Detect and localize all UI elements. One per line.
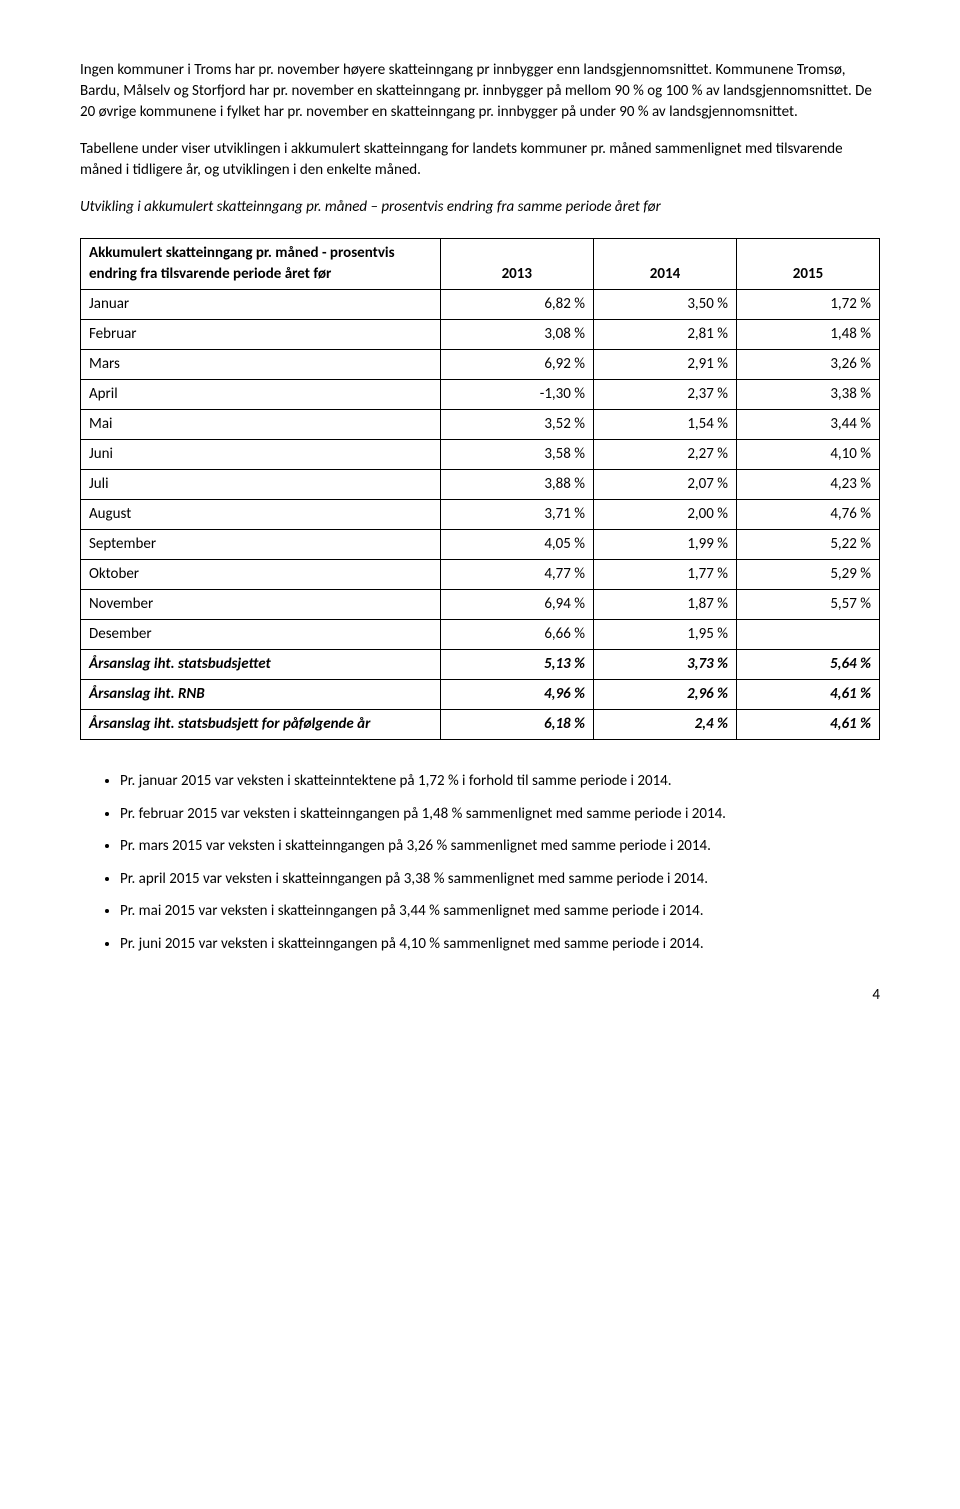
table-row: April-1,30 %2,37 %3,38 % (81, 380, 880, 410)
table-row: August3,71 %2,00 %4,76 % (81, 500, 880, 530)
cell-value: 3,26 % (736, 350, 879, 380)
table-header-label: Akkumulert skatteinngang pr. måned - pro… (81, 239, 441, 290)
cell-value: 4,77 % (440, 560, 593, 590)
skatteinngang-table: Akkumulert skatteinngang pr. måned - pro… (80, 238, 880, 740)
cell-value: 5,57 % (736, 590, 879, 620)
cell-value: 5,64 % (736, 650, 879, 680)
row-label: April (81, 380, 441, 410)
cell-value: 4,61 % (736, 710, 879, 740)
cell-value: 5,29 % (736, 560, 879, 590)
cell-value: 2,00 % (594, 500, 737, 530)
row-label: Januar (81, 290, 441, 320)
cell-value: 4,23 % (736, 470, 879, 500)
table-row-bold: Årsanslag iht. RNB4,96 %2,96 %4,61 % (81, 680, 880, 710)
table-body: Januar6,82 %3,50 %1,72 %Februar3,08 %2,8… (81, 290, 880, 740)
cell-value: 3,50 % (594, 290, 737, 320)
cell-value: 1,48 % (736, 320, 879, 350)
table-row: September4,05 %1,99 %5,22 % (81, 530, 880, 560)
table-header-year-2015: 2015 (736, 239, 879, 290)
cell-value: 2,27 % (594, 440, 737, 470)
row-label: Årsanslag iht. statsbudsjett for påfølge… (81, 710, 441, 740)
section-heading: Utvikling i akkumulert skatteinngang pr.… (80, 197, 880, 218)
cell-value (736, 620, 879, 650)
cell-value: 6,82 % (440, 290, 593, 320)
table-row: Juni3,58 %2,27 %4,10 % (81, 440, 880, 470)
table-row: Februar3,08 %2,81 %1,48 % (81, 320, 880, 350)
list-item: Pr. juni 2015 var veksten i skatteinngan… (120, 933, 880, 956)
cell-value: 4,05 % (440, 530, 593, 560)
table-row: Juli3,88 %2,07 %4,23 % (81, 470, 880, 500)
cell-value: 4,10 % (736, 440, 879, 470)
cell-value: 5,13 % (440, 650, 593, 680)
list-item: Pr. februar 2015 var veksten i skatteinn… (120, 803, 880, 826)
row-label: Juni (81, 440, 441, 470)
cell-value: 1,95 % (594, 620, 737, 650)
list-item: Pr. januar 2015 var veksten i skatteinnt… (120, 770, 880, 793)
row-label: September (81, 530, 441, 560)
cell-value: 6,66 % (440, 620, 593, 650)
cell-value: 2,91 % (594, 350, 737, 380)
row-label: Juli (81, 470, 441, 500)
cell-value: 6,92 % (440, 350, 593, 380)
paragraph-2: Tabellene under viser utviklingen i akku… (80, 139, 880, 181)
bullet-list: Pr. januar 2015 var veksten i skatteinnt… (80, 770, 880, 955)
row-label: August (81, 500, 441, 530)
table-header-year-2013: 2013 (440, 239, 593, 290)
cell-value: 4,96 % (440, 680, 593, 710)
row-label: Mars (81, 350, 441, 380)
row-label: Årsanslag iht. RNB (81, 680, 441, 710)
cell-value: 3,38 % (736, 380, 879, 410)
row-label: Februar (81, 320, 441, 350)
row-label: Oktober (81, 560, 441, 590)
row-label: Mai (81, 410, 441, 440)
cell-value: 5,22 % (736, 530, 879, 560)
table-row-bold: Årsanslag iht. statsbudsjett for påfølge… (81, 710, 880, 740)
cell-value: 3,73 % (594, 650, 737, 680)
row-label: November (81, 590, 441, 620)
list-item: Pr. april 2015 var veksten i skatteinnga… (120, 868, 880, 891)
cell-value: 2,07 % (594, 470, 737, 500)
table-row: Januar6,82 %3,50 %1,72 % (81, 290, 880, 320)
cell-value: 2,96 % (594, 680, 737, 710)
row-label: Desember (81, 620, 441, 650)
cell-value: 2,81 % (594, 320, 737, 350)
cell-value: -1,30 % (440, 380, 593, 410)
table-row: Oktober4,77 %1,77 %5,29 % (81, 560, 880, 590)
table-row: Desember6,66 %1,95 % (81, 620, 880, 650)
cell-value: 3,44 % (736, 410, 879, 440)
cell-value: 3,71 % (440, 500, 593, 530)
cell-value: 2,37 % (594, 380, 737, 410)
table-header-year-2014: 2014 (594, 239, 737, 290)
table-row: Mai3,52 %1,54 %3,44 % (81, 410, 880, 440)
row-label: Årsanslag iht. statsbudsjettet (81, 650, 441, 680)
page-number: 4 (80, 985, 880, 1006)
list-item: Pr. mai 2015 var veksten i skatteinngang… (120, 900, 880, 923)
cell-value: 1,77 % (594, 560, 737, 590)
cell-value: 4,76 % (736, 500, 879, 530)
cell-value: 3,52 % (440, 410, 593, 440)
cell-value: 6,94 % (440, 590, 593, 620)
cell-value: 6,18 % (440, 710, 593, 740)
cell-value: 1,54 % (594, 410, 737, 440)
cell-value: 4,61 % (736, 680, 879, 710)
table-row: Mars6,92 %2,91 %3,26 % (81, 350, 880, 380)
paragraph-1: Ingen kommuner i Troms har pr. november … (80, 60, 880, 123)
cell-value: 1,87 % (594, 590, 737, 620)
table-row: November6,94 %1,87 %5,57 % (81, 590, 880, 620)
cell-value: 1,72 % (736, 290, 879, 320)
cell-value: 1,99 % (594, 530, 737, 560)
cell-value: 3,08 % (440, 320, 593, 350)
cell-value: 3,88 % (440, 470, 593, 500)
cell-value: 3,58 % (440, 440, 593, 470)
list-item: Pr. mars 2015 var veksten i skatteinngan… (120, 835, 880, 858)
cell-value: 2,4 % (594, 710, 737, 740)
table-row-bold: Årsanslag iht. statsbudsjettet5,13 %3,73… (81, 650, 880, 680)
